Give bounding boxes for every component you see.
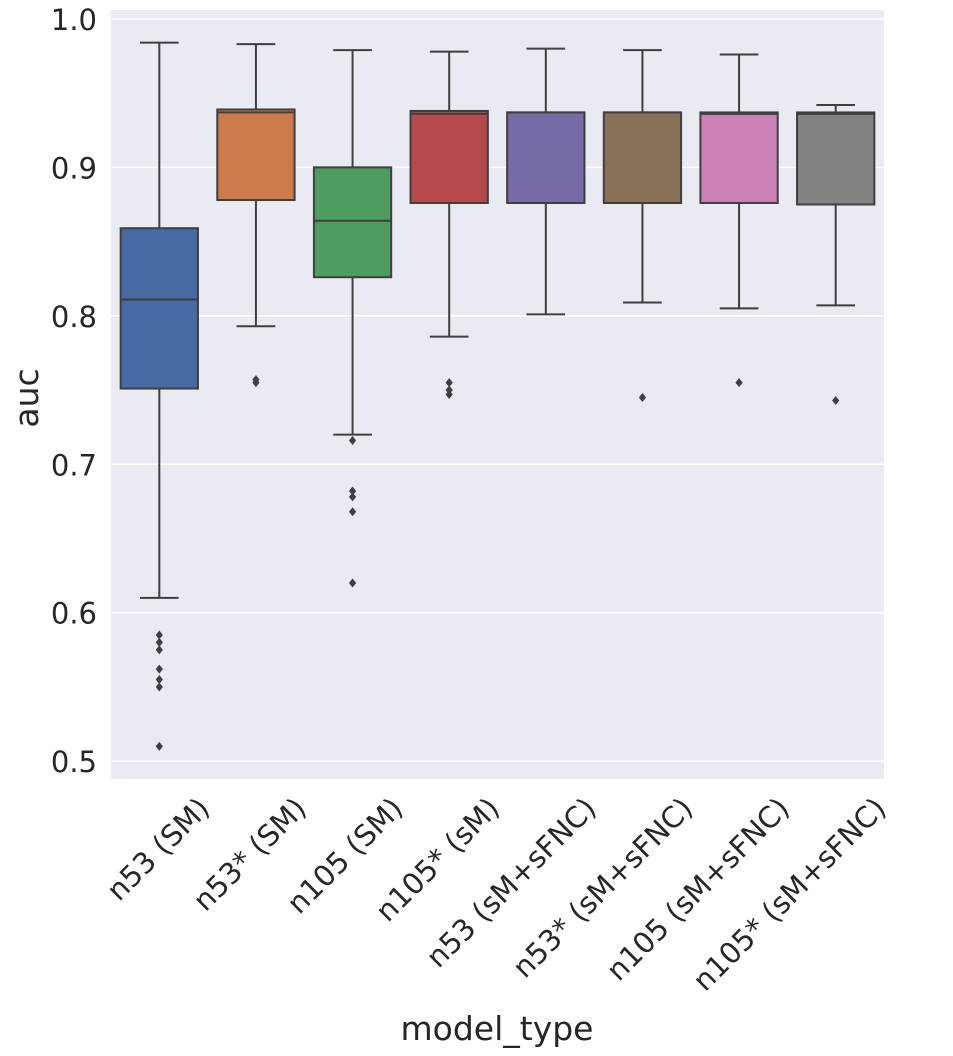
outlier-point xyxy=(155,741,163,751)
y-tick-labels: 0.5 0.6 0.7 0.8 0.9 1.0 xyxy=(51,3,97,779)
y-tick-label: 0.9 xyxy=(51,151,97,185)
outlier-point xyxy=(155,630,163,640)
box xyxy=(506,111,586,204)
x-tick-label: n53* (sM+sFNC) xyxy=(506,791,700,985)
outlier-point xyxy=(155,675,163,685)
boxes xyxy=(119,41,876,751)
outlier-point xyxy=(735,378,743,388)
x-tick-label: n105 (sM+sFNC) xyxy=(600,791,796,987)
outlier-point xyxy=(155,645,163,655)
outlier-point xyxy=(638,392,647,402)
x-axis-label: model_type xyxy=(401,1009,594,1048)
box xyxy=(312,166,393,279)
box-group xyxy=(796,104,876,405)
outlier-point xyxy=(348,492,357,502)
box-group xyxy=(312,49,393,588)
box-group xyxy=(409,50,489,399)
y-tick-label: 0.7 xyxy=(51,448,97,482)
x-tick-label: n53 (sM+sFNC) xyxy=(419,791,602,974)
box xyxy=(602,111,683,204)
y-axis-label: auc xyxy=(7,368,46,427)
outlier-point xyxy=(155,637,163,647)
box xyxy=(796,111,876,206)
outlier-point xyxy=(445,378,453,388)
box-group xyxy=(216,43,296,388)
y-tick-label: 0.8 xyxy=(51,300,97,334)
outlier-point xyxy=(252,378,260,388)
x-tick-labels: n53 (SM)n53* (SM)n105 (SM)n105* (sM)n53 … xyxy=(100,791,893,998)
outlier-point xyxy=(348,578,357,588)
outlier-point xyxy=(348,486,357,496)
box-group xyxy=(602,49,683,402)
outlier-point xyxy=(155,664,163,674)
x-tick-label: n105* (sM+sFNC) xyxy=(686,791,893,998)
outlier-point xyxy=(348,436,357,446)
y-tick-label: 0.6 xyxy=(51,597,97,631)
outlier-point xyxy=(832,395,840,405)
box xyxy=(409,109,489,204)
y-tick-label: 1.0 xyxy=(51,3,97,37)
outlier-point xyxy=(445,390,453,399)
box-group xyxy=(699,53,779,388)
box xyxy=(216,108,296,202)
grid-lines xyxy=(111,18,884,762)
box-group xyxy=(119,41,199,751)
outlier-point xyxy=(348,507,357,517)
outlier-point xyxy=(155,682,163,692)
y-tick-label: 0.5 xyxy=(51,745,97,779)
box-group xyxy=(506,47,586,316)
box xyxy=(699,111,779,204)
box xyxy=(119,227,199,390)
